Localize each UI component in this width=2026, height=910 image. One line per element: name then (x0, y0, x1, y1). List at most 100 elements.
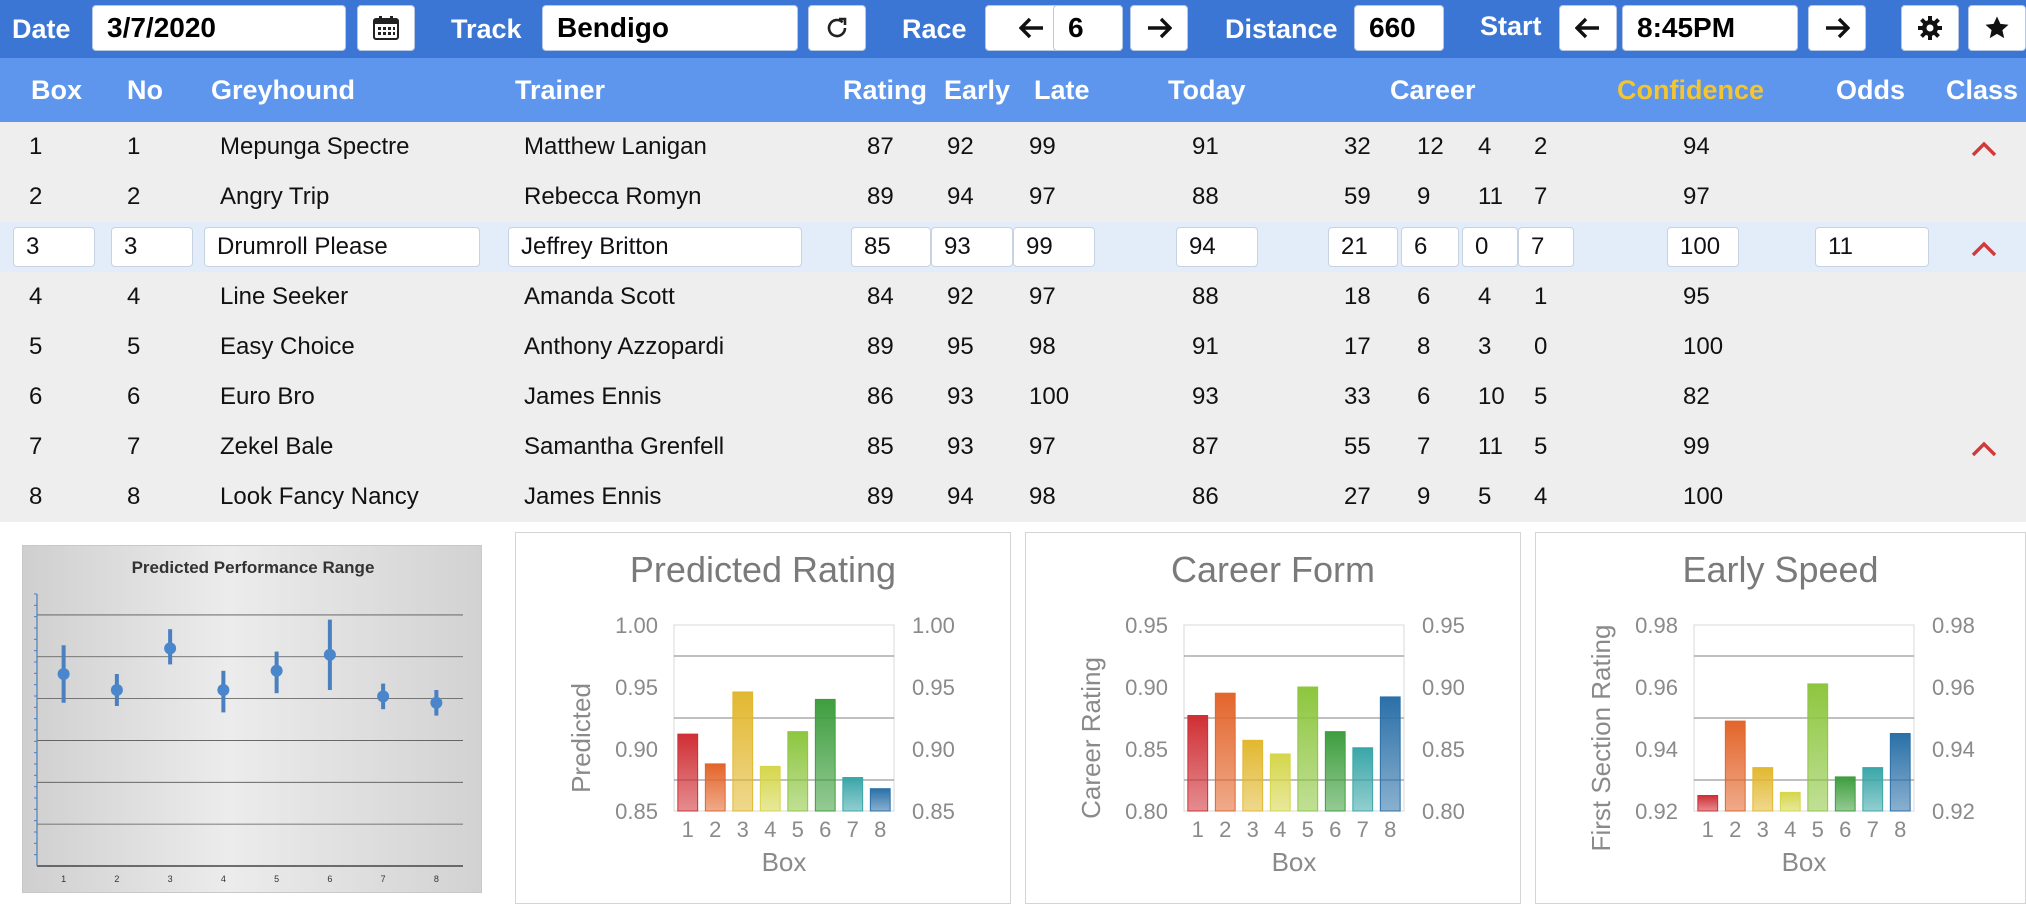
x-tick-label: 6 (1839, 817, 1851, 842)
career-wins-cell: 9 (1417, 183, 1431, 210)
greyhound-cell[interactable]: Drumroll Please (204, 227, 480, 267)
odds-cell (1815, 272, 1929, 322)
predicted-rating-chart: 0.85 0.85 0.90 0.90 0.95 0.95 1.00 1.00 1 2 3 4 5 6 7 8… (566, 613, 955, 877)
x-tick-label: 3 (1757, 817, 1769, 842)
refresh-button[interactable] (808, 5, 866, 51)
col-header-rating[interactable]: Rating (843, 75, 927, 105)
early-cell[interactable]: 93 (931, 227, 1013, 267)
career-seconds-cell: 3 (1478, 333, 1492, 360)
col-header-late[interactable]: Late (1034, 75, 1090, 105)
box-cell: 4 (29, 283, 43, 310)
y2-tick-label: 0.95 (912, 675, 955, 700)
table-row[interactable]: 7 7 Zekel Bale Samantha Grenfell 85 93 97 87 55 7… (0, 422, 2026, 472)
trainer-cell[interactable]: Jeffrey Britton (508, 227, 802, 267)
bar (1352, 747, 1374, 812)
table-row[interactable]: 6 6 Euro Bro James Ennis 86 93 100 93 33 6 10 5 82 (0, 372, 2026, 422)
no-cell[interactable]: 3 (111, 227, 193, 267)
col-header-early[interactable]: Early (944, 75, 1011, 105)
trainer-cell: James Ennis (524, 483, 662, 510)
col-header-class[interactable]: Class (1946, 75, 2019, 105)
data-point (377, 690, 390, 703)
trainer-cell: Matthew Lanigan (524, 133, 707, 160)
table-row[interactable]: 1 1 Mepunga Spectre Matthew Lanigan 87 92 99 91… (0, 122, 2026, 172)
greyhound-cell: Easy Choice (220, 333, 355, 360)
bar (1697, 795, 1719, 812)
settings-button[interactable] (1901, 5, 1959, 51)
table-row[interactable]: 5 5 Easy Choice Anthony Azzopardi 89 95 98 91 17… (0, 322, 2026, 372)
bar (1324, 731, 1346, 812)
no-cell: 6 (127, 383, 141, 410)
favorite-button[interactable] (1968, 5, 2026, 51)
x-tick-label: 4 (221, 874, 226, 884)
col-header-today[interactable]: Today (1168, 75, 1246, 105)
calendar-icon (373, 16, 399, 40)
y2-tick-label: 0.95 (1422, 613, 1465, 638)
trainer-cell: Samantha Grenfell (524, 433, 725, 460)
confidence-cell[interactable]: 100 (1667, 227, 1739, 267)
date-field[interactable]: 3/7/2020 (92, 5, 346, 51)
table-row[interactable]: 4 4 Line Seeker Amanda Scott 84 92 97 88 18 6 4 1 95 (0, 272, 2026, 322)
today-cell[interactable]: 94 (1176, 227, 1258, 267)
confidence-cell: 100 (1683, 483, 1724, 510)
career-thirds-cell: 4 (1534, 483, 1548, 510)
career-thirds-cell: 1 (1534, 283, 1548, 310)
start-time-field[interactable]: 8:45PM (1622, 5, 1798, 51)
odds-cell (1815, 472, 1929, 522)
box-cell[interactable]: 3 (13, 227, 95, 267)
odds-cell (1815, 372, 1929, 422)
col-header-career[interactable]: Career (1390, 75, 1476, 105)
career-thirds-cell[interactable]: 7 (1518, 227, 1574, 267)
table-row[interactable]: 2 2 Angry Trip Rebecca Romyn 89 94 97 88 59 9 11 7 9… (0, 172, 2026, 222)
late-cell[interactable]: 99 (1013, 227, 1095, 267)
table-row[interactable]: 8 8 Look Fancy Nancy James Ennis 89 94 98 86 27 9… (0, 472, 2026, 522)
career-seconds-cell[interactable]: 0 (1462, 227, 1518, 267)
early-cell: 94 (947, 183, 974, 210)
rating-cell[interactable]: 85 (851, 227, 931, 267)
late-cell: 97 (1029, 433, 1056, 460)
no-cell: 2 (127, 183, 141, 210)
race-next-button[interactable] (1130, 5, 1188, 51)
bar (1379, 696, 1401, 812)
track-field[interactable]: Bendigo (542, 5, 798, 51)
y2-tick-label: 0.85 (912, 799, 955, 824)
x-tick-label: 8 (874, 817, 886, 842)
data-point (57, 668, 70, 680)
y-tick-label: 0.94 (1635, 737, 1678, 762)
confidence-cell: 97 (1683, 183, 1710, 210)
bar (814, 698, 836, 812)
odds-cell (1815, 422, 1929, 472)
col-header-box[interactable]: Box (31, 75, 83, 105)
col-header-no[interactable]: No (127, 75, 163, 105)
today-cell: 91 (1192, 333, 1219, 360)
trainer-cell: Anthony Azzopardi (524, 333, 725, 360)
odds-cell[interactable]: 11 (1815, 227, 1929, 267)
trainer-cell: Rebecca Romyn (524, 183, 702, 210)
x-tick-label: 6 (1329, 817, 1341, 842)
trainer-cell: Amanda Scott (524, 283, 675, 310)
x-tick-label: 2 (1729, 817, 1741, 842)
y2-tick-label: 0.90 (912, 737, 955, 762)
x-tick-label: 2 (709, 817, 721, 842)
odds-cell (1815, 172, 1929, 222)
col-header-greyhound[interactable]: Greyhound (211, 75, 356, 105)
race-field[interactable]: 6 (1053, 5, 1123, 51)
table-header: Box No Greyhound Trainer Rating Early La… (0, 58, 2026, 122)
career-starts-cell[interactable]: 21 (1328, 227, 1398, 267)
table-row[interactable]: 3 3 Drumroll Please Jeffrey Britton 85 93 99 94… (0, 222, 2026, 272)
date-label: Date (12, 14, 71, 44)
distance-field[interactable]: 660 (1354, 5, 1444, 51)
col-header-confidence[interactable]: Confidence (1617, 75, 1765, 105)
arrow-right-icon (1146, 17, 1172, 39)
box-cell: 6 (29, 383, 43, 410)
start-prev-button[interactable] (1559, 5, 1617, 51)
x-axis-label: Box (762, 847, 807, 877)
col-header-trainer[interactable]: Trainer (515, 75, 606, 105)
career-seconds-cell: 5 (1478, 483, 1492, 510)
calendar-button[interactable] (357, 5, 415, 51)
career-wins-cell[interactable]: 6 (1401, 227, 1459, 267)
greyhound-cell: Look Fancy Nancy (220, 483, 419, 510)
col-header-odds[interactable]: Odds (1836, 75, 1906, 105)
bar (1269, 753, 1291, 812)
late-cell: 97 (1029, 183, 1056, 210)
start-next-button[interactable] (1808, 5, 1866, 51)
